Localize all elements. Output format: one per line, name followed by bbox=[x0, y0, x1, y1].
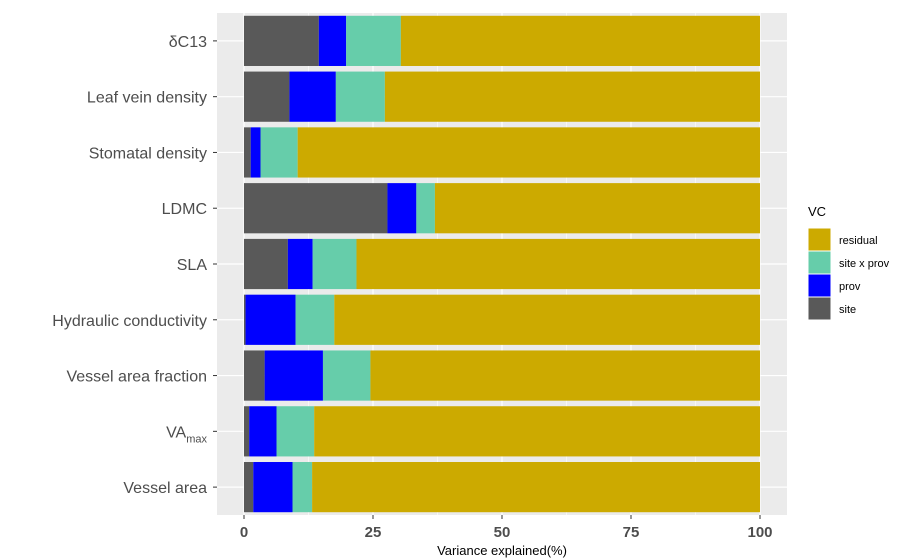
bar-prov bbox=[245, 294, 296, 345]
bar-residual bbox=[312, 462, 760, 513]
bar-residual bbox=[314, 406, 760, 457]
x-tick-label: 50 bbox=[494, 524, 511, 541]
bar-site-x-prov bbox=[322, 350, 371, 401]
bar-residual bbox=[356, 238, 760, 290]
y-tick-label: Leaf vein density bbox=[87, 90, 207, 107]
bar-site bbox=[244, 238, 288, 290]
x-tick-label: 100 bbox=[747, 524, 772, 541]
bar-prov bbox=[387, 183, 417, 234]
bar-site-x-prov bbox=[276, 406, 315, 457]
bar-prov bbox=[250, 127, 261, 178]
legend-key-site-x-prov bbox=[807, 250, 832, 275]
legend-label: site x prov bbox=[839, 258, 890, 270]
x-axis-title: Variance explained(%) bbox=[437, 543, 567, 558]
y-axis: δC13 Leaf vein density Stomatal density LDM… bbox=[52, 34, 217, 497]
bar-residual bbox=[434, 183, 760, 234]
bar-site-x-prov bbox=[292, 462, 313, 513]
bar-residual bbox=[334, 294, 760, 345]
bar-site bbox=[244, 127, 251, 178]
bar-prov bbox=[249, 406, 277, 457]
legend-label: prov bbox=[839, 281, 861, 293]
bar-residual bbox=[384, 71, 760, 122]
bar-residual bbox=[297, 127, 760, 178]
y-tick-label: Vessel area fraction bbox=[66, 369, 207, 386]
legend: residual site x prov prov site bbox=[807, 227, 890, 321]
legend-key-residual bbox=[807, 227, 832, 252]
legend-title: VC bbox=[808, 204, 826, 219]
legend-key-prov bbox=[807, 273, 832, 298]
bar-site bbox=[244, 15, 319, 66]
x-tick-label: 0 bbox=[240, 524, 248, 541]
bar-site-x-prov bbox=[295, 294, 335, 345]
bar-site-x-prov bbox=[260, 127, 298, 178]
bar-site bbox=[244, 294, 246, 345]
bar-site bbox=[244, 406, 250, 457]
legend-key-site bbox=[807, 296, 832, 321]
bar-residual bbox=[370, 350, 760, 401]
legend-label: site bbox=[839, 304, 856, 316]
bar-prov bbox=[264, 350, 323, 401]
x-tick-label: 75 bbox=[623, 524, 640, 541]
y-tick-label: SLA bbox=[177, 257, 208, 274]
bar-site bbox=[244, 350, 265, 401]
y-tick-label: Vessel area bbox=[123, 480, 207, 497]
bar-site bbox=[244, 71, 290, 122]
y-tick-label: Hydraulic conductivity bbox=[52, 313, 207, 330]
y-tick-label: Stomatal density bbox=[89, 145, 207, 162]
legend-label: residual bbox=[839, 235, 878, 247]
x-tick-label: 25 bbox=[365, 524, 382, 541]
bar-site bbox=[244, 462, 254, 513]
x-axis: 0 25 50 75 100 bbox=[240, 515, 773, 541]
bars bbox=[244, 15, 760, 513]
bar-prov bbox=[287, 238, 313, 290]
bar-site-x-prov bbox=[335, 71, 385, 122]
bar-prov bbox=[318, 15, 347, 66]
y-tick-label: VAmax bbox=[166, 424, 207, 445]
bar-prov bbox=[253, 462, 293, 513]
y-tick-label: δC13 bbox=[169, 34, 207, 51]
y-tick-label: LDMC bbox=[162, 201, 207, 218]
bar-site-x-prov bbox=[312, 238, 357, 290]
bar-residual bbox=[400, 15, 760, 66]
bar-site-x-prov bbox=[346, 15, 401, 66]
bar-site bbox=[244, 183, 388, 234]
bar-site-x-prov bbox=[416, 183, 435, 234]
bar-prov bbox=[289, 71, 336, 122]
